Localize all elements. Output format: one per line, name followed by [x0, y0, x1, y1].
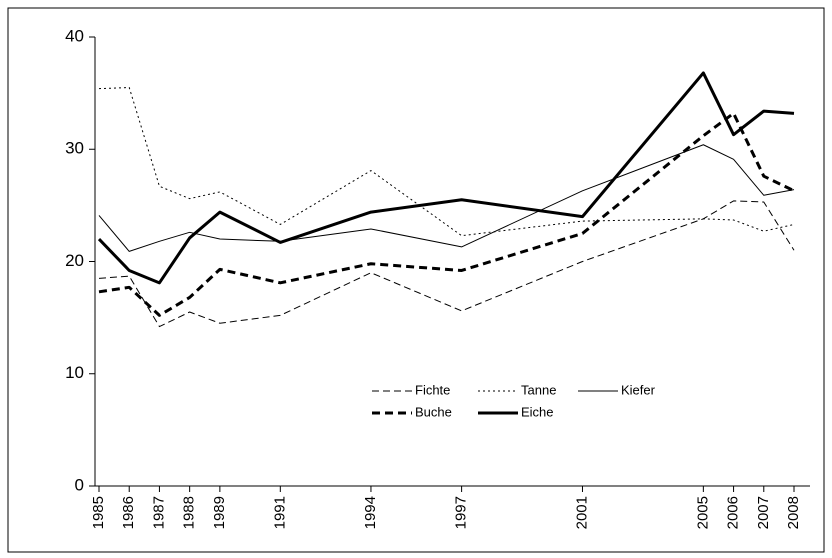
legend-label: Kiefer: [621, 382, 656, 397]
x-tick-label: 1994: [362, 496, 379, 529]
legend-label: Buche: [415, 404, 452, 419]
y-tick-label: 0: [75, 475, 84, 494]
x-tick-label: 1991: [271, 496, 288, 529]
series-line: [97, 71, 795, 285]
legend-label: Eiche: [521, 404, 554, 419]
x-tick-label: 1985: [90, 496, 107, 529]
series-line: [98, 111, 795, 317]
x-tick-label: 2005: [694, 496, 711, 529]
y-tick-label: 30: [65, 139, 84, 158]
x-tick-label: 2007: [755, 496, 772, 529]
y-tick-label: 20: [65, 251, 84, 270]
x-tick-label: 1988: [181, 496, 198, 529]
legend-label: Tanne: [521, 382, 556, 397]
x-tick-label: 1989: [211, 496, 228, 529]
series-line: [98, 144, 795, 252]
series-line: [98, 87, 795, 237]
series-line: [98, 200, 795, 328]
x-tick-label: 1997: [453, 496, 470, 529]
x-tick-label: 1987: [150, 496, 167, 529]
x-tick-label: 2008: [785, 496, 802, 529]
y-tick-label: 10: [65, 363, 84, 382]
legend-label: Fichte: [415, 382, 450, 397]
y-tick-label: 40: [65, 26, 84, 45]
x-tick-label: 1986: [120, 496, 137, 529]
legend: Fichte Tanne Kiefer Buche Eiche: [372, 382, 656, 419]
frame: [7, 7, 825, 553]
x-tick-label: 2001: [573, 496, 590, 529]
x-tick-label: 2006: [725, 496, 742, 529]
